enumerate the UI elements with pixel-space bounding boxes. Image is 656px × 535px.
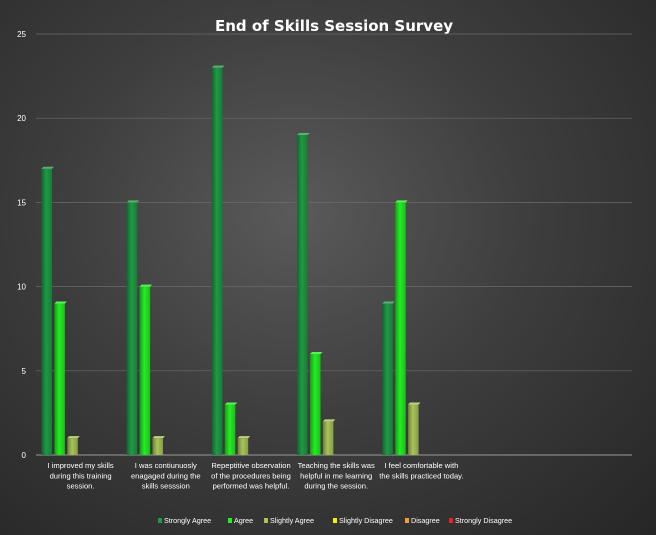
bar-cap [297,133,310,136]
legend-item: Strongly Disagree [449,516,512,525]
bar-cap [237,436,251,439]
y-tick-label: 25 [17,30,26,39]
bar-cap [41,166,54,169]
bar-cap [310,351,323,354]
y-tick-label: 20 [17,114,26,123]
bar-cap [126,200,140,203]
bar-cap [395,200,408,203]
category-label: Teaching the skills was helpful in me lea… [298,461,375,491]
bar-cap [152,436,165,439]
legend-label: Strongly Agree [164,516,211,525]
y-tick-label: 0 [22,451,27,460]
legend-swatch [158,518,162,523]
bar [152,438,163,455]
bar [139,286,151,455]
category-label: I was contiunuosly enagaged during the ski… [131,461,201,491]
bar-cap [54,301,67,304]
bar [211,67,223,456]
legend-item: Disagree [405,516,440,525]
legend-label: Disagree [411,516,440,525]
category-label: I improved my skills during this training… [47,461,113,491]
bars [41,65,421,456]
legend-label: Agree [234,516,253,525]
legend-label: Slightly Agree [270,516,314,525]
legend-item: Slightly Disagree [333,516,393,525]
bar [408,404,419,455]
bar [237,438,249,455]
legend-label: Strongly Disagree [455,516,512,525]
bar-cap [408,402,421,405]
bar [322,421,334,455]
y-tick-label: 5 [22,367,27,376]
legend-swatch [405,518,409,523]
bar [297,135,308,456]
bar [310,353,321,455]
bar-cap [211,65,225,68]
legend: Strongly Agree Agree Slightly Agree Slightl… [158,516,512,525]
category-labels: I improved my skills during this training… [47,461,463,491]
gridlines [36,33,632,372]
y-tick-label: 10 [17,283,26,292]
bar-cap [67,436,80,439]
bar [67,438,78,455]
chart-title: End of Skills Session Survey [215,17,453,35]
bar-cap [224,402,238,405]
legend-label: Slightly Disagree [339,516,393,525]
legend-swatch [264,518,268,523]
bar [382,303,393,455]
bar [126,202,138,455]
bar-cap [139,284,153,287]
axes: 0 5 10 15 20 25 [17,30,632,460]
legend-item: Strongly Agree [158,516,211,525]
category-label: I feel comfortable with the skills practi… [379,461,463,480]
legend-item: Slightly Agree [264,516,314,525]
bar [41,168,52,455]
legend-swatch [333,518,337,523]
legend-swatch [449,518,453,523]
bar-cap [382,301,395,304]
y-tick-label: 15 [17,198,26,207]
legend-swatch [228,518,232,523]
category-label: Repeptitive observation of the procedures… [211,461,291,491]
legend-item: Agree [228,516,253,525]
bar-cap [322,419,336,422]
bar [224,404,236,455]
bar [54,303,65,455]
bar [395,202,406,455]
